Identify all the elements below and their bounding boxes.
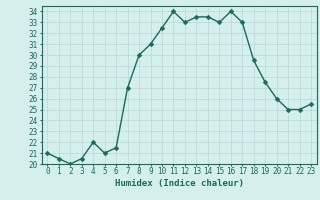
X-axis label: Humidex (Indice chaleur): Humidex (Indice chaleur) [115,179,244,188]
